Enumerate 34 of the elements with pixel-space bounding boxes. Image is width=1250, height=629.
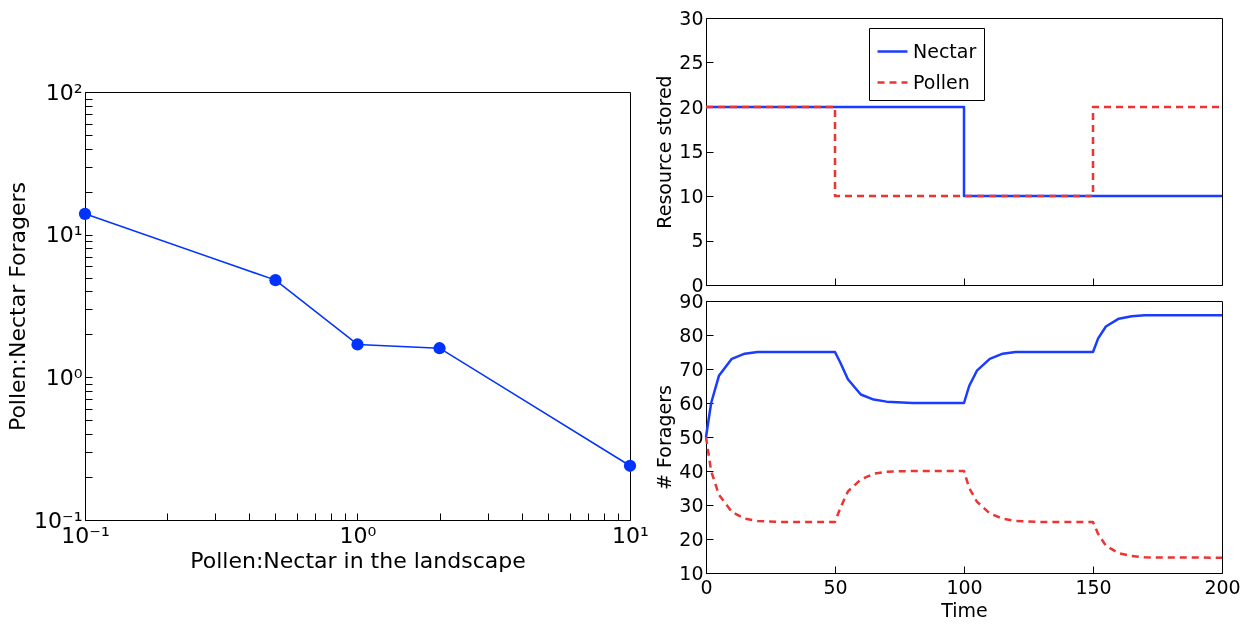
y-axis-title: Pollen:Nectar Foragers	[5, 181, 31, 432]
x-tick-label: 10¹	[612, 522, 649, 548]
y-tick-label: 10²	[45, 79, 83, 105]
y-tick-label: 20	[679, 95, 704, 118]
x-axis-title: Time	[940, 598, 988, 621]
legend-label: Pollen	[913, 70, 970, 93]
point	[78, 207, 92, 220]
point	[623, 459, 637, 472]
y-tick-label: 80	[679, 323, 704, 346]
x-tick-label: 200	[1204, 575, 1241, 598]
point	[351, 338, 364, 351]
y-tick-label: 10¹	[45, 222, 83, 248]
y-tick-label: 15	[679, 140, 704, 162]
y-tick-label: 30	[679, 6, 704, 29]
x-tick-label: 50	[823, 575, 848, 598]
y-tick-label: 20	[679, 527, 704, 550]
legend-label: Nectar	[913, 39, 977, 62]
x-axis-title: Pollen:Nectar in the landscape	[190, 547, 526, 573]
y-tick-label: 10	[679, 184, 704, 207]
line-series	[704, 435, 1224, 559]
x-tick-label: 150	[1075, 575, 1112, 598]
y-tick-label: 5	[691, 229, 704, 251]
y-tick-label: 40	[679, 459, 704, 482]
line-series	[704, 314, 1224, 439]
y-tick-label: 60	[679, 391, 704, 414]
y-axis-title: # Foragers	[653, 385, 676, 490]
y-tick-label: 50	[679, 425, 704, 448]
x-tick-label: 100	[946, 575, 983, 598]
y-tick-label: 70	[679, 357, 704, 380]
y-axis-title: Resource stored	[653, 75, 676, 229]
y-tick-label: 25	[679, 51, 704, 73]
x-tick-label: 10⁰	[339, 522, 377, 548]
y-tick-label: 30	[679, 493, 704, 516]
y-tick-label: 10⁰	[45, 364, 83, 390]
